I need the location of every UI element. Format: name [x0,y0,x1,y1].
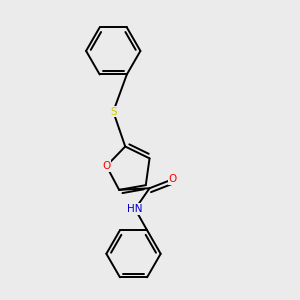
Text: O: O [102,161,111,171]
Text: HN: HN [128,204,143,214]
Text: O: O [168,174,177,184]
Text: S: S [110,106,117,117]
